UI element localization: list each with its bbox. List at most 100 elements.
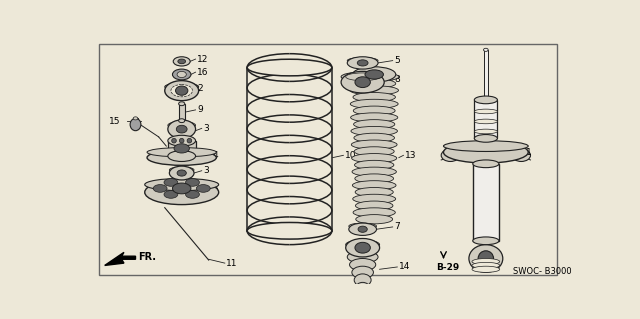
Ellipse shape (352, 266, 373, 278)
Ellipse shape (356, 215, 392, 224)
Bar (179, 104, 185, 121)
Ellipse shape (349, 223, 376, 229)
Ellipse shape (164, 179, 178, 186)
Ellipse shape (351, 140, 397, 149)
Ellipse shape (186, 190, 200, 198)
Text: 15: 15 (109, 117, 120, 126)
Ellipse shape (179, 119, 185, 122)
Ellipse shape (164, 190, 178, 198)
Ellipse shape (168, 135, 196, 146)
Ellipse shape (355, 242, 371, 253)
Text: 12: 12 (197, 55, 209, 63)
Ellipse shape (474, 96, 497, 104)
Ellipse shape (358, 226, 367, 232)
Ellipse shape (351, 113, 398, 122)
Ellipse shape (441, 149, 460, 161)
Ellipse shape (145, 178, 219, 191)
Ellipse shape (474, 119, 497, 124)
Text: 10: 10 (345, 151, 356, 160)
Bar (168, 141, 196, 156)
Text: 7: 7 (394, 222, 400, 231)
Ellipse shape (351, 153, 397, 163)
Text: 9: 9 (197, 105, 203, 115)
Ellipse shape (147, 150, 216, 165)
Text: 2: 2 (197, 84, 203, 93)
Ellipse shape (444, 141, 528, 163)
Ellipse shape (130, 118, 141, 131)
Ellipse shape (172, 183, 191, 194)
Ellipse shape (355, 188, 393, 197)
Text: 11: 11 (227, 259, 238, 268)
Text: 3: 3 (204, 166, 209, 175)
Ellipse shape (164, 81, 198, 101)
Text: 6: 6 (212, 185, 218, 195)
Ellipse shape (147, 148, 216, 157)
Ellipse shape (172, 138, 176, 143)
Ellipse shape (354, 133, 394, 143)
Ellipse shape (174, 144, 189, 153)
Ellipse shape (348, 57, 378, 69)
Ellipse shape (168, 122, 196, 129)
Ellipse shape (353, 106, 395, 115)
Ellipse shape (349, 258, 376, 271)
Polygon shape (105, 252, 136, 265)
Ellipse shape (353, 79, 396, 88)
Ellipse shape (355, 77, 371, 87)
Ellipse shape (472, 266, 500, 272)
Ellipse shape (186, 179, 200, 186)
Ellipse shape (353, 67, 396, 82)
Ellipse shape (173, 57, 190, 66)
Text: SWOC- B3000: SWOC- B3000 (513, 267, 572, 276)
Ellipse shape (341, 71, 384, 93)
Ellipse shape (482, 98, 490, 102)
Ellipse shape (349, 223, 376, 235)
Ellipse shape (177, 170, 186, 176)
Ellipse shape (153, 185, 167, 192)
Ellipse shape (469, 245, 503, 272)
Ellipse shape (444, 141, 528, 152)
Ellipse shape (170, 166, 194, 180)
Ellipse shape (177, 71, 186, 78)
Ellipse shape (356, 282, 369, 293)
Ellipse shape (350, 99, 398, 108)
Ellipse shape (473, 160, 499, 168)
Ellipse shape (474, 109, 497, 114)
Ellipse shape (349, 72, 399, 81)
Ellipse shape (354, 120, 395, 129)
Ellipse shape (472, 262, 500, 269)
Ellipse shape (164, 83, 198, 91)
Ellipse shape (172, 69, 191, 80)
Ellipse shape (187, 138, 192, 143)
Text: 5: 5 (394, 56, 400, 65)
Ellipse shape (478, 251, 493, 266)
Text: 8: 8 (394, 75, 400, 84)
Ellipse shape (133, 117, 138, 120)
Ellipse shape (247, 222, 332, 239)
Bar (133, 118, 138, 125)
Ellipse shape (353, 208, 396, 217)
Ellipse shape (355, 160, 394, 170)
Ellipse shape (355, 201, 393, 210)
Ellipse shape (346, 240, 380, 249)
Bar (484, 50, 488, 100)
Ellipse shape (168, 120, 196, 138)
Ellipse shape (353, 93, 396, 102)
Text: FR.: FR. (138, 252, 156, 262)
Ellipse shape (353, 194, 396, 204)
Ellipse shape (357, 60, 368, 66)
Ellipse shape (353, 181, 396, 190)
Text: 3: 3 (204, 124, 209, 133)
Ellipse shape (354, 147, 394, 156)
Ellipse shape (352, 167, 396, 176)
Ellipse shape (346, 239, 380, 257)
Ellipse shape (175, 86, 188, 95)
Text: 13: 13 (405, 151, 417, 160)
Ellipse shape (179, 102, 185, 106)
Ellipse shape (348, 57, 378, 64)
Ellipse shape (474, 129, 497, 134)
Ellipse shape (168, 151, 196, 161)
Ellipse shape (350, 86, 399, 95)
Ellipse shape (145, 180, 219, 204)
Ellipse shape (348, 251, 378, 263)
Ellipse shape (351, 126, 397, 136)
